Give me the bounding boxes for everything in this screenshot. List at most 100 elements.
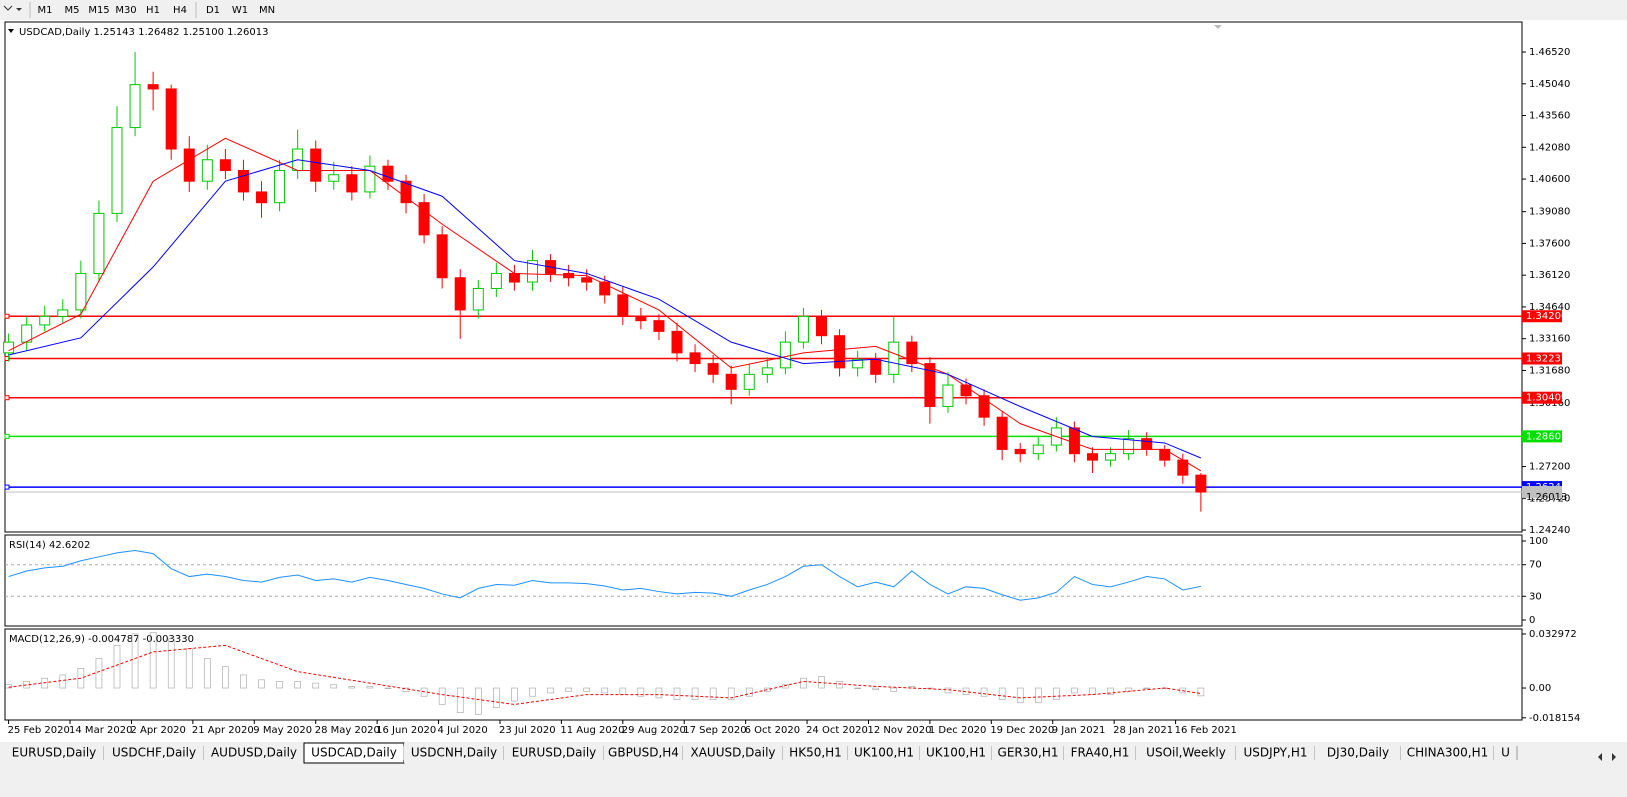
- macd-bar: [204, 658, 211, 689]
- tab-label[interactable]: FRA40,H1: [1071, 746, 1130, 760]
- y-tick-label: 1.46520: [1529, 47, 1570, 58]
- candle-body: [346, 174, 358, 193]
- tab-label[interactable]: EURUSD,Daily: [12, 746, 97, 760]
- macd-bar: [41, 677, 49, 689]
- timeframe-button[interactable]: M5: [65, 5, 80, 16]
- tab-label[interactable]: CHINA300,H1: [1407, 746, 1489, 760]
- candle-body: [364, 165, 376, 193]
- tab[interactable]: [1315, 743, 1401, 763]
- y-tick-label: 1.24240: [1529, 525, 1570, 536]
- tab[interactable]: [1136, 743, 1236, 763]
- timeframe-button[interactable]: MN: [259, 5, 275, 16]
- candle-body: [725, 373, 737, 390]
- x-tick-label: 12 Nov 2020: [867, 725, 931, 736]
- tab[interactable]: [104, 743, 204, 763]
- timeframe-button[interactable]: M1: [38, 5, 53, 16]
- candle-body: [761, 367, 773, 375]
- level-handle[interactable]: [4, 433, 10, 439]
- level-handle[interactable]: [4, 313, 10, 319]
- timeframe-button[interactable]: D1: [206, 5, 220, 16]
- y-tick-label: 1.36120: [1529, 270, 1570, 281]
- tab-label[interactable]: USDCNH,Daily: [411, 746, 497, 760]
- candle-body: [147, 84, 159, 90]
- toolbar-dropdown[interactable]: [16, 8, 22, 11]
- level-handle[interactable]: [4, 395, 10, 401]
- candle-body: [183, 148, 195, 182]
- candle-body: [57, 309, 69, 317]
- tab-label[interactable]: UK100,H1: [854, 746, 914, 760]
- macd-bar: [258, 679, 265, 689]
- candle-body: [400, 180, 412, 204]
- tab-label[interactable]: USOil,Weekly: [1146, 746, 1226, 760]
- macd-bar: [366, 686, 374, 689]
- candle-body: [942, 384, 954, 407]
- tab[interactable]: [404, 743, 504, 763]
- timeframe-button[interactable]: H1: [146, 5, 160, 16]
- candle-body: [834, 335, 846, 369]
- timeframe-button[interactable]: W1: [232, 5, 248, 16]
- tab-label[interactable]: HK50,H1: [789, 746, 842, 760]
- tab-label[interactable]: USDCHF,Daily: [112, 746, 196, 760]
- tab[interactable]: [1494, 743, 1517, 763]
- indicator-line: [8, 644, 1201, 705]
- tab[interactable]: [920, 743, 992, 763]
- macd-bar: [872, 687, 880, 690]
- tab[interactable]: [504, 743, 604, 763]
- macd-bar: [240, 674, 247, 689]
- macd-bar: [1053, 687, 1060, 700]
- macd-bar: [637, 687, 645, 697]
- y-tick-label: 1.43560: [1529, 111, 1570, 122]
- x-tick-label: 2 Apr 2020: [130, 725, 185, 736]
- timeframe-button[interactable]: M30: [115, 5, 136, 16]
- candle-body: [779, 341, 791, 369]
- panel-title: USDCAD,Daily 1.25143 1.26482 1.25100 1.2…: [19, 27, 269, 38]
- timeframe-button[interactable]: H4: [173, 5, 187, 16]
- tab-label[interactable]: GER30,H1: [998, 746, 1059, 760]
- macd-bar: [1071, 687, 1078, 694]
- tab-label[interactable]: UK100,H1: [926, 746, 986, 760]
- toolbar-icon[interactable]: [3, 5, 13, 11]
- tab[interactable]: [783, 743, 848, 763]
- indicator-line: [8, 159, 1202, 459]
- macd-bar: [1034, 687, 1042, 704]
- tab-label[interactable]: U: [1501, 746, 1510, 760]
- macd-bar: [384, 687, 392, 689]
- tab[interactable]: [1064, 743, 1136, 763]
- candle-body: [93, 212, 105, 274]
- x-tick-label: 29 Aug 2020: [622, 725, 686, 736]
- tab[interactable]: [204, 743, 304, 763]
- macd-bar: [474, 687, 482, 715]
- tab-scroll-right[interactable]: [1612, 753, 1616, 761]
- level-price-box: [1522, 352, 1562, 365]
- timeframe-button[interactable]: M15: [88, 5, 109, 16]
- tab[interactable]: [604, 743, 683, 763]
- tab-label[interactable]: USDJPY,H1: [1244, 746, 1308, 760]
- tab-label[interactable]: USDCAD,Daily: [311, 746, 397, 760]
- tab[interactable]: [683, 743, 783, 763]
- macd-bar: [529, 687, 536, 697]
- tab-scroll-left[interactable]: [1598, 753, 1602, 761]
- y-tick-label: 1.37600: [1529, 238, 1570, 249]
- level-handle[interactable]: [4, 484, 10, 490]
- macd-bar: [149, 631, 157, 689]
- candle-body: [1068, 427, 1080, 455]
- tab[interactable]: [992, 743, 1064, 763]
- x-tick-label: 16 Jun 2020: [376, 725, 436, 736]
- candle-body: [599, 281, 611, 296]
- y-tick-label: 1.42080: [1529, 142, 1570, 153]
- tab[interactable]: [1236, 743, 1315, 763]
- tab[interactable]: [1401, 743, 1494, 763]
- tab-label[interactable]: DJ30,Daily: [1327, 746, 1389, 760]
- macd-bar: [1089, 687, 1096, 695]
- tab[interactable]: [4, 743, 104, 763]
- tab[interactable]: [848, 743, 920, 763]
- tab-label[interactable]: GBPUSD,H4: [608, 746, 679, 760]
- macd-bar: [222, 666, 229, 689]
- candle-body: [1032, 444, 1044, 455]
- tab-label[interactable]: XAUUSD,Daily: [690, 746, 775, 760]
- tab-label[interactable]: AUDUSD,Daily: [211, 746, 297, 760]
- candle-body: [743, 373, 755, 390]
- tab-label[interactable]: EURUSD,Daily: [512, 746, 597, 760]
- candle-body: [237, 169, 249, 193]
